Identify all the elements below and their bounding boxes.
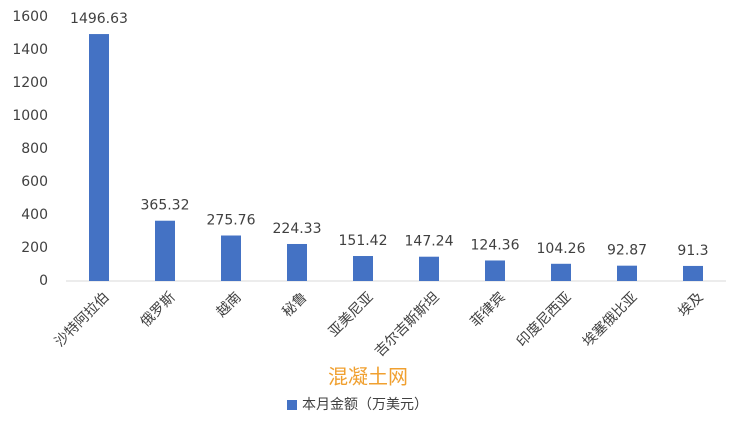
data-label: 92.87 — [607, 243, 647, 259]
bar — [683, 265, 703, 281]
y-tick-label: 1200 — [12, 75, 48, 91]
data-label: 104.26 — [537, 241, 586, 257]
bar — [419, 256, 439, 281]
x-tick-label: 俄罗斯 — [138, 289, 179, 330]
data-label: 1496.63 — [70, 11, 128, 27]
y-tick-label: 1400 — [12, 42, 48, 58]
data-label: 91.3 — [677, 243, 708, 259]
x-tick-label: 埃及 — [676, 289, 707, 320]
data-label: 275.76 — [207, 212, 256, 228]
bar — [485, 260, 505, 281]
y-tick-label: 800 — [21, 141, 48, 157]
legend-label: 本月金额（万美元） — [302, 397, 428, 413]
x-tick-label: 秘鲁 — [280, 289, 311, 320]
y-tick-label: 600 — [21, 174, 48, 190]
y-tick-label: 400 — [21, 207, 48, 223]
bar — [89, 34, 109, 282]
bar — [287, 243, 307, 281]
legend-swatch — [287, 400, 297, 410]
x-tick-label: 沙特阿拉伯 — [52, 289, 113, 350]
data-label: 365.32 — [141, 198, 190, 214]
y-tick-label: 1000 — [12, 108, 48, 124]
bar — [155, 220, 175, 281]
bar — [551, 263, 571, 281]
x-tick-label: 亚美尼亚 — [326, 289, 377, 340]
data-label: 224.33 — [273, 221, 322, 237]
x-tick-label: 菲律宾 — [468, 289, 509, 330]
watermark: 混凝土网 — [328, 365, 408, 389]
data-label: 151.42 — [339, 233, 388, 249]
x-tick-label: 吉尔吉斯斯坦 — [372, 289, 443, 360]
bar — [221, 235, 241, 281]
data-label: 124.36 — [471, 237, 520, 253]
bar — [353, 256, 373, 281]
y-tick-label: 0 — [39, 273, 48, 289]
y-tick-label: 200 — [21, 240, 48, 256]
x-tick-label: 越南 — [214, 289, 245, 320]
data-label: 147.24 — [405, 234, 454, 250]
bar — [617, 265, 637, 281]
x-tick-label: 印度尼西亚 — [514, 289, 575, 350]
x-tick-label: 埃塞俄比亚 — [579, 289, 641, 351]
y-tick-label: 1600 — [12, 9, 48, 25]
